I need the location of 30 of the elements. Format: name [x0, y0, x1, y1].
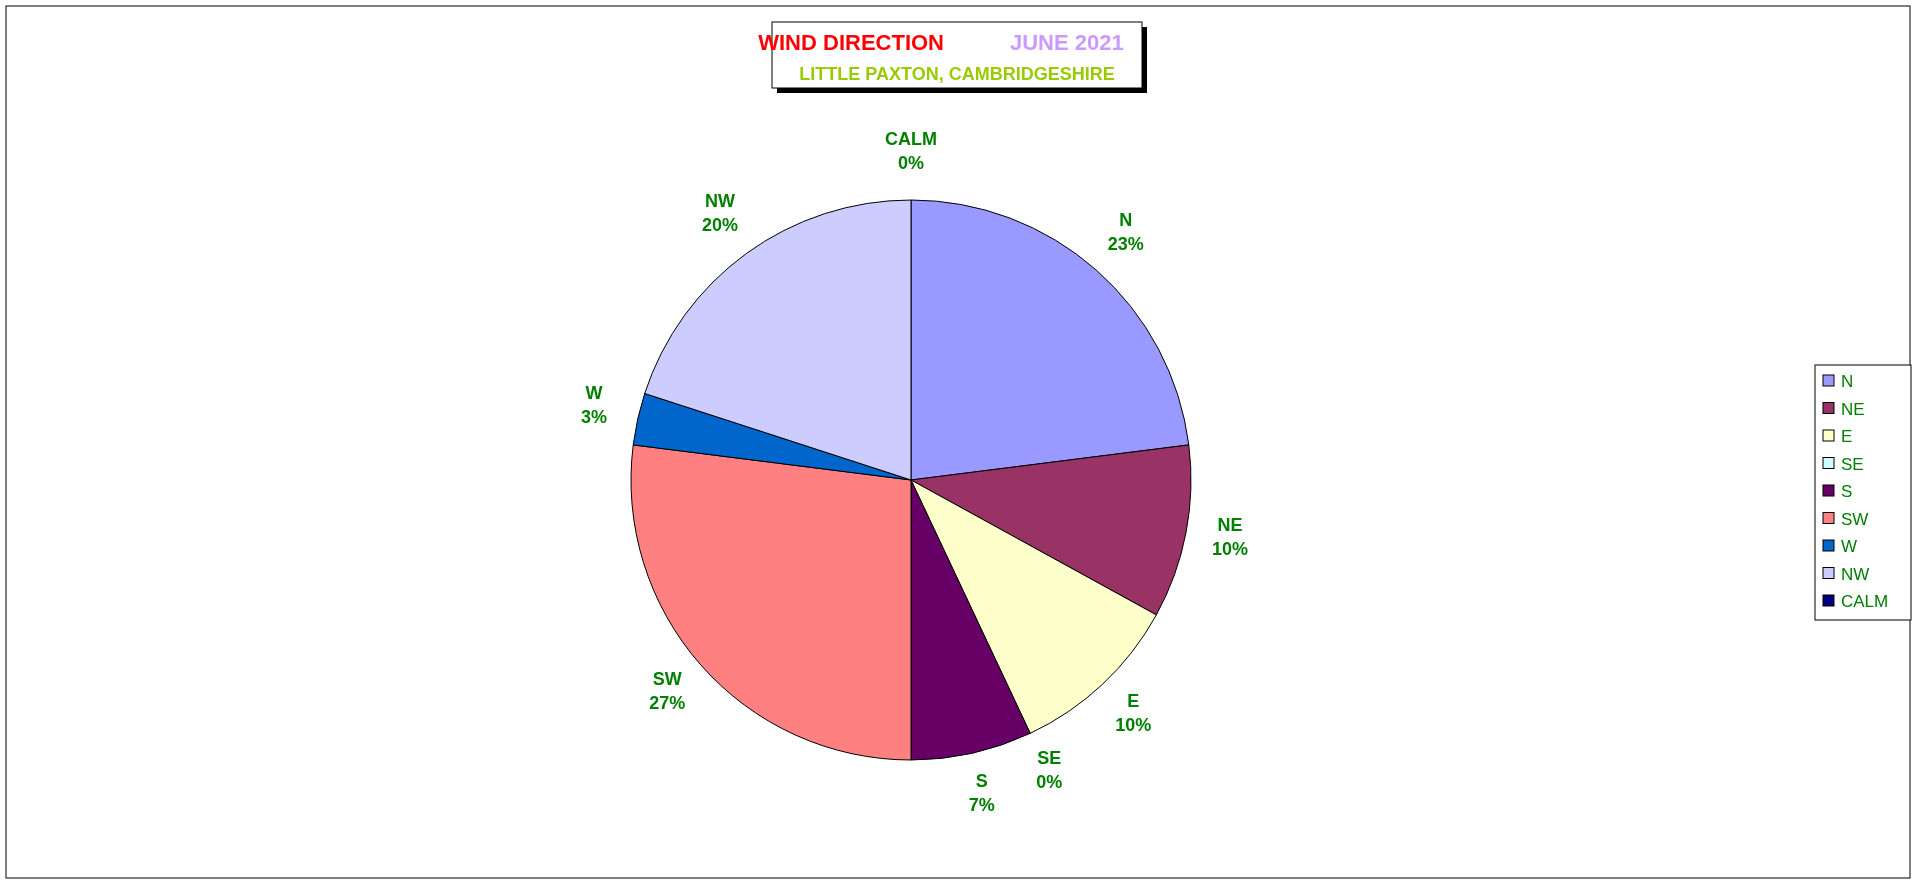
slice-label: N [1119, 210, 1133, 231]
legend-label: NE [1841, 399, 1865, 419]
slice-label: S [975, 770, 988, 791]
data-label: 23% [1107, 234, 1144, 255]
data-label: 10% [1115, 714, 1152, 735]
legend-label: W [1841, 537, 1858, 556]
slice-label: E [1127, 690, 1140, 711]
legend-label: SW [1841, 509, 1869, 529]
data-label: 27% [649, 692, 686, 713]
legend-label: NW [1841, 564, 1870, 584]
chart-title: WIND DIRECTION [758, 30, 944, 55]
data-label: 3% [581, 407, 608, 428]
slice-label: SW [652, 668, 682, 689]
data-label: 10% [1212, 538, 1249, 559]
category-label: SE [1037, 747, 1062, 768]
legend-label: SE [1841, 454, 1864, 474]
text: 0% [897, 153, 925, 174]
text: 0% [1036, 771, 1063, 792]
chart-subtitle: JUNE 2021 [1010, 30, 1124, 55]
legend-label: S [1841, 482, 1853, 501]
legend-label: CALM [1841, 592, 1889, 611]
legend-label: N [1841, 372, 1854, 391]
text: LITTLE PAXTON, CAMBRIDGESHIRE [799, 64, 1115, 84]
slice-label: W [585, 383, 603, 404]
legend-label: E [1841, 427, 1853, 446]
slice-label: NW [705, 191, 736, 212]
category-label: CALM [885, 129, 937, 150]
data-label: 7% [968, 794, 995, 815]
data-label: 20% [702, 215, 739, 236]
slice-label: NE [1217, 514, 1243, 535]
